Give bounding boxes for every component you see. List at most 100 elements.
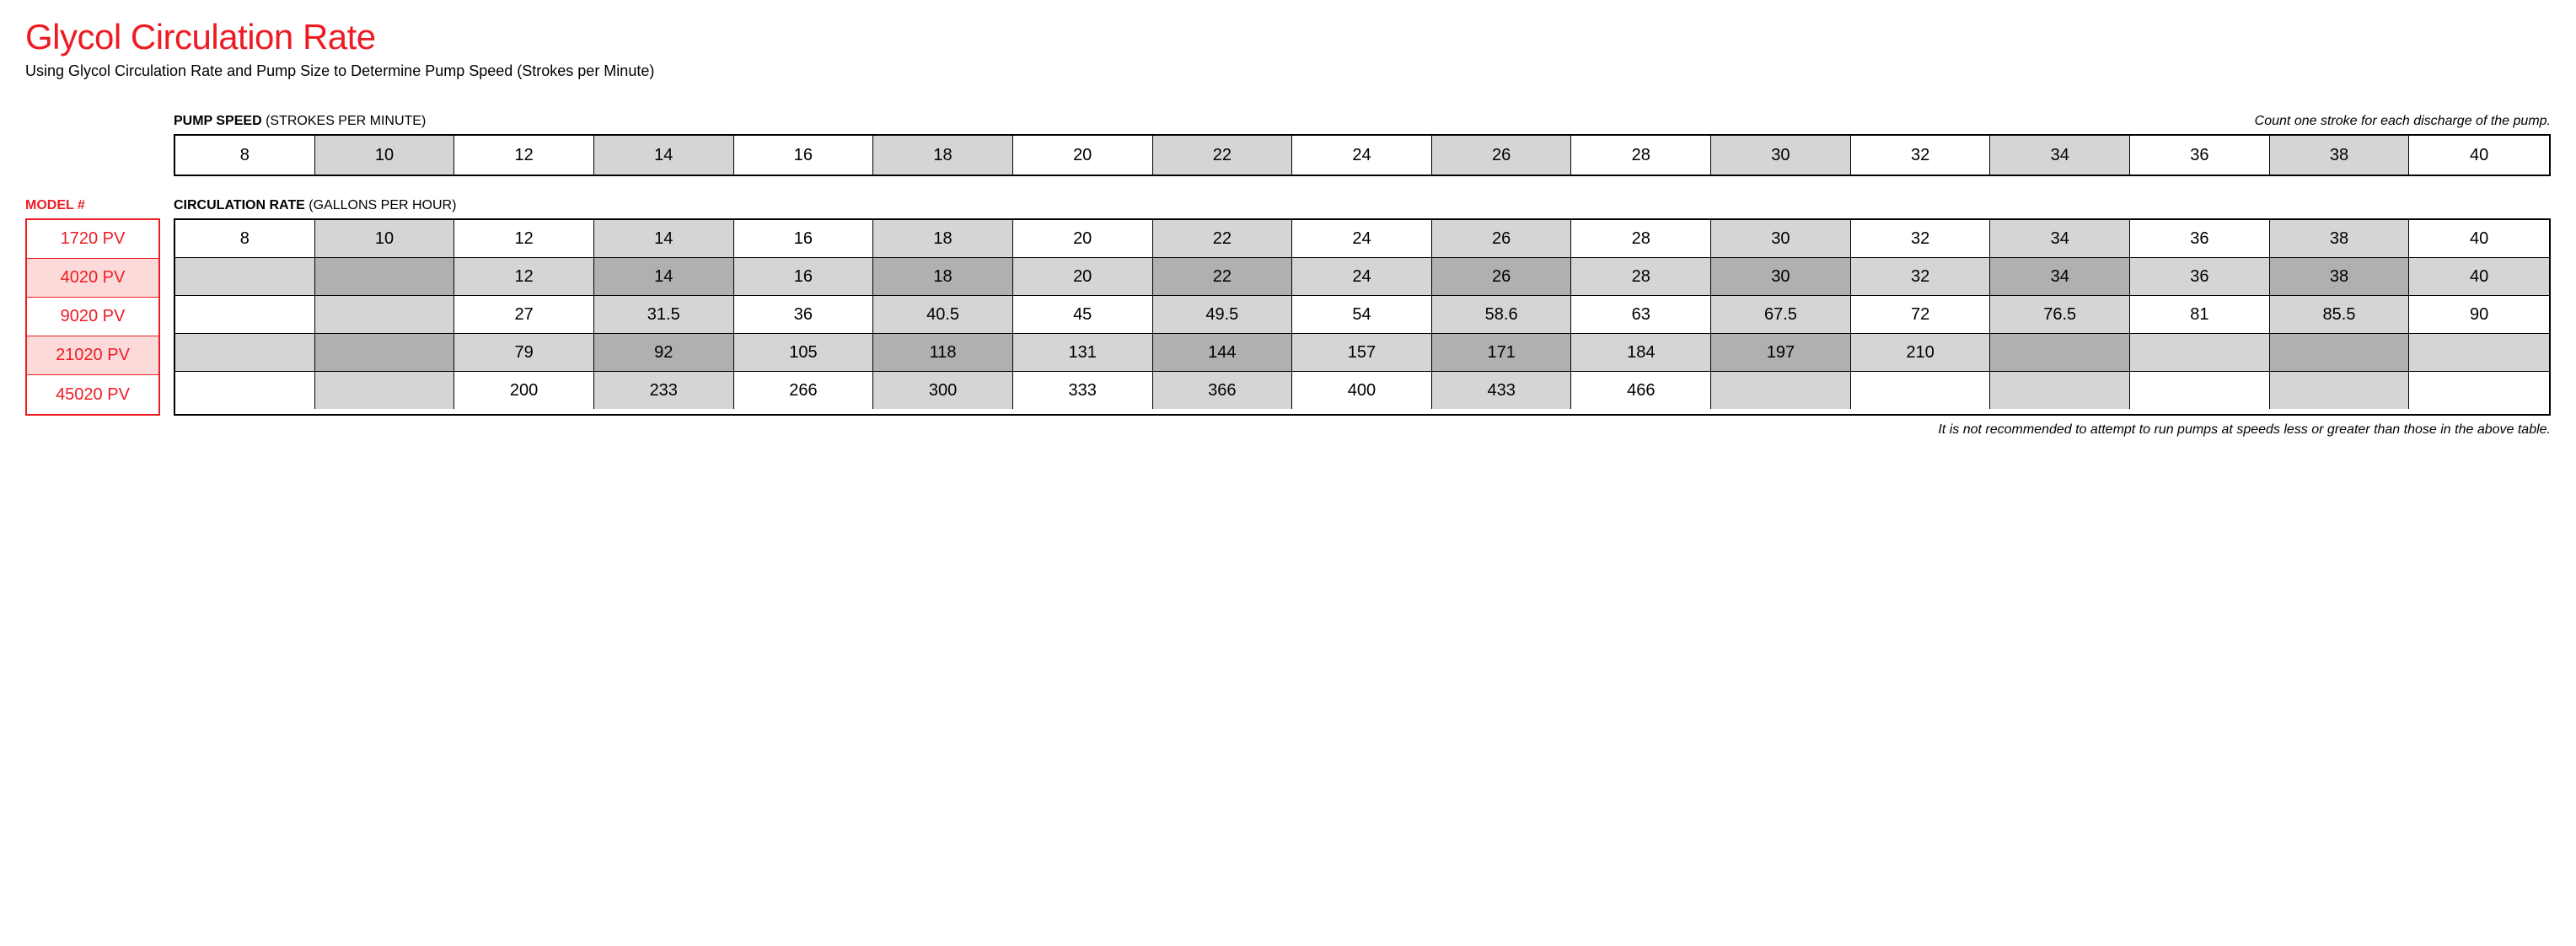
table-cell — [2409, 334, 2549, 371]
table-cell — [175, 258, 315, 295]
table-cell — [315, 258, 455, 295]
table-cell: 38 — [2270, 220, 2410, 257]
table-cell: 28 — [1571, 220, 1711, 257]
table-cell: 300 — [873, 372, 1013, 409]
pump-speed-cell: 24 — [1292, 136, 1432, 175]
table-cell — [1711, 372, 1851, 409]
table-cell: 38 — [2270, 258, 2410, 295]
pump-speed-cell: 10 — [315, 136, 455, 175]
table-cell: 18 — [873, 258, 1013, 295]
pump-speed-cell: 28 — [1571, 136, 1711, 175]
spacer — [25, 134, 160, 176]
model-header: MODEL # — [25, 198, 160, 213]
table-cell: 72 — [1851, 296, 1991, 333]
table-cell: 30 — [1711, 258, 1851, 295]
table-cell — [315, 296, 455, 333]
table-cell: 184 — [1571, 334, 1711, 371]
table-cell: 40 — [2409, 220, 2549, 257]
table-cell: 22 — [1153, 220, 1293, 257]
table-cell: 34 — [1990, 220, 2130, 257]
pump-speed-cell: 32 — [1851, 136, 1991, 175]
table-cell: 433 — [1432, 372, 1572, 409]
table-cell: 197 — [1711, 334, 1851, 371]
table-cell — [2130, 334, 2270, 371]
table-cell: 366 — [1153, 372, 1293, 409]
table-cell: 30 — [1711, 220, 1851, 257]
table-cell: 157 — [1292, 334, 1432, 371]
table-cell: 22 — [1153, 258, 1293, 295]
table-cell — [1990, 334, 2130, 371]
table-cell: 85.5 — [2270, 296, 2410, 333]
table-cell: 40 — [2409, 258, 2549, 295]
pump-speed-cell: 38 — [2270, 136, 2410, 175]
table-cell: 12 — [454, 258, 594, 295]
table-cell — [1851, 372, 1991, 409]
pump-speed-cell: 8 — [175, 136, 315, 175]
model-cell: 45020 PV — [27, 375, 158, 414]
table-cell — [315, 372, 455, 409]
table-cell: 79 — [454, 334, 594, 371]
table-cell — [175, 334, 315, 371]
footnote: It is not recommended to attempt to run … — [25, 422, 2551, 438]
pump-speed-cell: 14 — [594, 136, 734, 175]
table-cell: 26 — [1432, 220, 1572, 257]
table-cell: 34 — [1990, 258, 2130, 295]
circulation-label: CIRCULATION RATE (GALLONS PER HOUR) — [174, 198, 2551, 213]
table-cell: 24 — [1292, 220, 1432, 257]
circulation-label-paren: (GALLONS PER HOUR) — [305, 198, 457, 212]
table-cell — [2409, 372, 2549, 409]
table-cell — [175, 296, 315, 333]
pump-speed-label-bold: PUMP SPEED — [174, 114, 262, 128]
table-cell: 266 — [734, 372, 874, 409]
pump-speed-cell: 26 — [1432, 136, 1572, 175]
pump-speed-cell: 36 — [2130, 136, 2270, 175]
table-cell: 36 — [2130, 258, 2270, 295]
table-cell: 333 — [1013, 372, 1153, 409]
table-cell: 210 — [1851, 334, 1991, 371]
table-row: 2731.53640.54549.55458.66367.57276.58185… — [175, 296, 2549, 334]
table-row: 121416182022242628303234363840 — [175, 258, 2549, 296]
table-cell: 90 — [2409, 296, 2549, 333]
table-cell: 32 — [1851, 220, 1991, 257]
table-cell: 8 — [175, 220, 315, 257]
pump-speed-cell: 34 — [1990, 136, 2130, 175]
table-cell: 200 — [454, 372, 594, 409]
table-cell: 92 — [594, 334, 734, 371]
table-cell: 27 — [454, 296, 594, 333]
table-cell: 45 — [1013, 296, 1153, 333]
table-cell — [1990, 372, 2130, 409]
table-cell — [175, 372, 315, 409]
pump-speed-cell: 18 — [873, 136, 1013, 175]
table-row: 810121416182022242628303234363840 — [175, 220, 2549, 258]
table-cell: 171 — [1432, 334, 1572, 371]
table-cell — [2270, 372, 2410, 409]
spacer — [174, 176, 2551, 198]
table-cell: 58.6 — [1432, 296, 1572, 333]
layout-grid: PUMP SPEED (STROKES PER MINUTE) Count on… — [25, 114, 2551, 438]
table-cell: 76.5 — [1990, 296, 2130, 333]
spacer — [25, 114, 160, 134]
table-cell: 400 — [1292, 372, 1432, 409]
table-cell — [2130, 372, 2270, 409]
table-cell: 144 — [1153, 334, 1293, 371]
table-cell: 24 — [1292, 258, 1432, 295]
spacer — [25, 176, 160, 198]
model-cell: 4020 PV — [27, 259, 158, 298]
table-cell — [2270, 334, 2410, 371]
pump-speed-cell: 16 — [734, 136, 874, 175]
pump-speed-cell: 22 — [1153, 136, 1293, 175]
table-cell: 118 — [873, 334, 1013, 371]
model-column: 1720 PV4020 PV9020 PV21020 PV45020 PV — [25, 218, 160, 416]
pump-speed-label: PUMP SPEED (STROKES PER MINUTE) — [174, 114, 426, 129]
pump-speed-cell: 12 — [454, 136, 594, 175]
model-cell: 21020 PV — [27, 336, 158, 375]
table-cell: 36 — [734, 296, 874, 333]
table-cell: 131 — [1013, 334, 1153, 371]
table-cell: 18 — [873, 220, 1013, 257]
page-title: Glycol Circulation Rate — [25, 17, 2551, 57]
table-cell: 36 — [2130, 220, 2270, 257]
pump-speed-header-row: PUMP SPEED (STROKES PER MINUTE) Count on… — [174, 114, 2551, 134]
table-cell: 105 — [734, 334, 874, 371]
table-cell: 10 — [315, 220, 455, 257]
model-cell: 1720 PV — [27, 220, 158, 259]
